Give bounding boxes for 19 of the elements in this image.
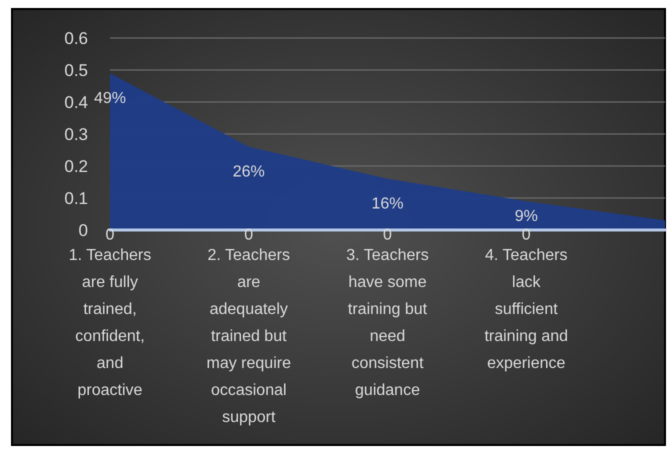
data-label: 16% [371,195,404,212]
data-label: 9% [514,208,538,226]
data-label: 49% [94,90,126,107]
data-label: 0 [383,226,392,244]
data-label: 0 [244,226,254,244]
x-tick-label: 4. Teachers lack sufficient training and experience [484,247,568,372]
y-tick-label: 0.5 [64,60,88,80]
y-tick-label: 0 [78,220,88,240]
data-label: 0 [522,226,531,244]
y-tick-label: 0.2 [64,156,88,176]
y-tick-label: 0.3 [64,124,88,144]
data-label: 26% [232,163,265,180]
y-tick-label: 0.1 [64,188,88,208]
x-tick-label: 2. Teachers are adequately trained but may require occasional support [206,247,292,426]
data-label: 0 [106,226,115,244]
y-tick-label: 0.6 [64,28,88,48]
x-tick-label: 3. Teachers have some training but need consistent guidance [346,247,429,399]
y-tick-label: 0.4 [64,92,88,112]
x-tick-label: 1. Teachers are fully trained, confident, and proactive [68,247,152,399]
